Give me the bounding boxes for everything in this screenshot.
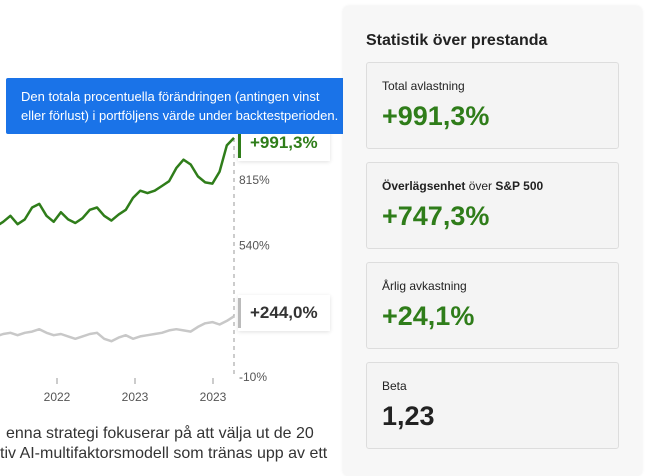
benchmark-line (0, 315, 235, 343)
series-layer (0, 137, 235, 343)
stat-value: +991,3% (382, 101, 490, 131)
y-tick-label: 815% (239, 173, 270, 187)
stat-label: Total avlastning (382, 79, 465, 93)
strategy-end-label: +991,3% (250, 133, 318, 152)
tooltip-line-2: eller förlust) i portföljens värde under… (21, 108, 339, 123)
stat-value: 1,23 (382, 401, 435, 431)
stat-card-outperformance[interactable]: Överlägsenhet över S&P 500 +747,3% (366, 162, 619, 249)
stat-label-mid: över (465, 179, 496, 193)
stat-label: Årlig avkastning (382, 279, 467, 293)
stat-card-annual-return[interactable]: Årlig avkastning +24,1% (366, 262, 619, 349)
stat-label-benchmark: S&P 500 (495, 179, 544, 193)
total-return-tooltip: Den totala procentuella förändringen (an… (6, 78, 364, 134)
performance-chart: 815% 540% -10% 2022 2023 2023 (0, 130, 270, 404)
benchmark-end-value: +244,0% (238, 295, 330, 331)
x-tick-label: 2023 (122, 390, 149, 404)
stat-card-total-return[interactable]: Total avlastning +991,3% (366, 62, 619, 149)
stat-label-bold: Överlägsenhet (382, 179, 466, 193)
description-line-1: enna strategi fokuserar på att välja ut … (6, 425, 314, 442)
y-tick-label: -10% (239, 370, 267, 384)
benchmark-end-marker (238, 298, 241, 328)
benchmark-end-label: +244,0% (250, 303, 318, 322)
stat-label: Överlägsenhet över S&P 500 (382, 179, 543, 193)
strategy-description: enna strategi fokuserar på att välja ut … (0, 424, 340, 464)
y-axis-ticks: 815% 540% -10% (239, 173, 270, 384)
x-axis-ticks: 2022 2023 2023 (44, 378, 227, 404)
strategy-line (0, 137, 235, 226)
stat-label: Beta (382, 379, 407, 393)
stat-card-beta[interactable]: Beta 1,23 (366, 362, 619, 449)
x-tick-label: 2022 (44, 390, 71, 404)
y-tick-label: 540% (239, 239, 270, 253)
x-tick-label: 2023 (200, 390, 227, 404)
stat-value: +747,3% (382, 201, 490, 231)
tooltip-line-1: Den totala procentuella förändringen (an… (21, 89, 320, 104)
performance-stats-panel: Statistik över prestanda Total avlastnin… (343, 6, 642, 476)
panel-title: Statistik över prestanda (366, 32, 548, 49)
stat-value: +24,1% (382, 301, 475, 331)
description-line-2: tiv AI-multifaktorsmodell som tränas upp… (0, 445, 328, 462)
strategy-end-marker (238, 128, 241, 158)
